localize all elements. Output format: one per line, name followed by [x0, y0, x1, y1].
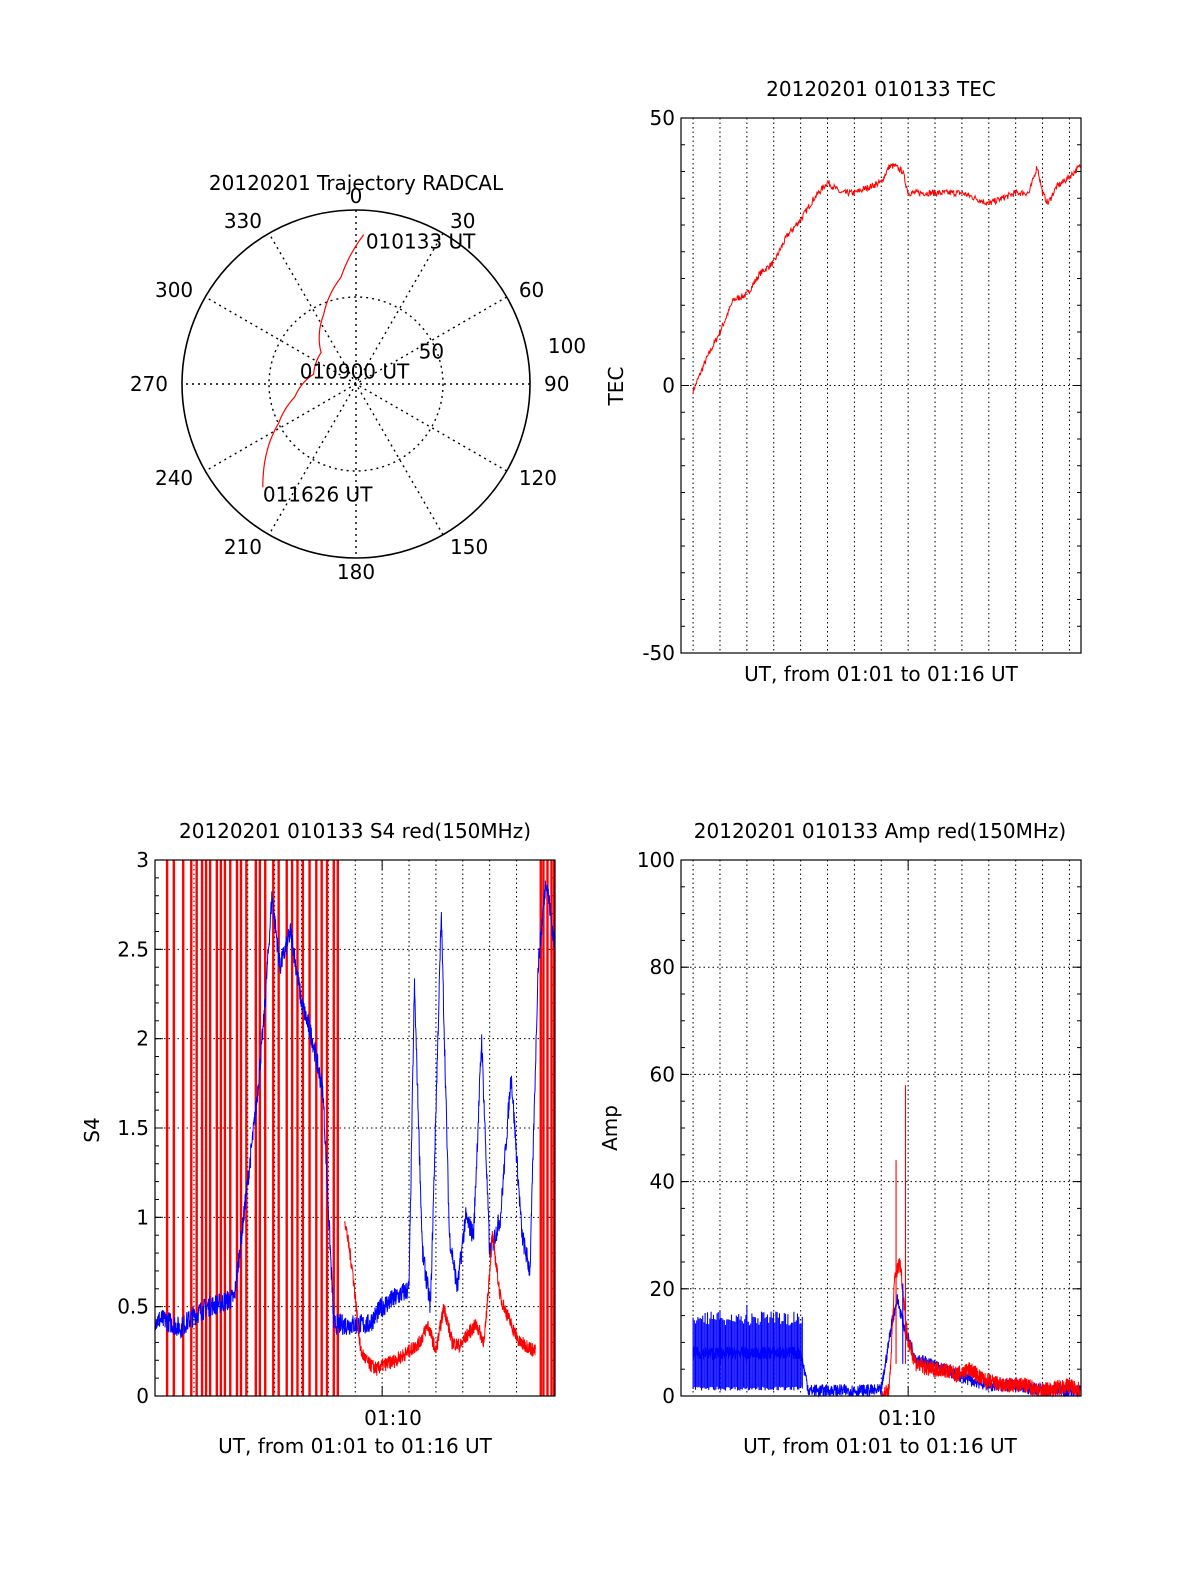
tec-series-line — [692, 162, 1081, 395]
tec-chart: 20120201 010133 TEC UT, from 01:01 to 01… — [604, 77, 1082, 686]
polar-spoke-150 — [268, 232, 444, 536]
polar-angle-label-330: 330 — [224, 209, 262, 233]
ytick-label-2: 1 — [136, 1205, 149, 1229]
ytick-label-0: 0 — [662, 1384, 675, 1408]
ytick-label-1: 0 — [662, 374, 675, 398]
polar-time-label-1: 010900 UT — [300, 360, 410, 384]
polar-angle-label-150: 150 — [450, 535, 488, 559]
ytick-label-0: -50 — [642, 641, 675, 665]
ytick-label-5: 100 — [637, 848, 675, 872]
s4-chart: 20120201 010133 S4 red(150MHz) UT, from … — [80, 819, 556, 1458]
amp-ylabel: Amp — [598, 1105, 622, 1151]
polar-angle-label-30: 30 — [450, 209, 475, 233]
polar-angle-label-0: 0 — [350, 184, 363, 208]
amp-blue-series-line — [692, 1294, 1081, 1398]
s4-ylabel: S4 — [80, 1117, 104, 1142]
polar-angle-label-90: 90 — [544, 372, 569, 396]
tec-plot-frame — [680, 117, 1082, 654]
ytick-label-4: 2 — [136, 1027, 149, 1051]
ytick-label-3: 60 — [650, 1062, 675, 1086]
ytick-label-2: 50 — [650, 106, 675, 130]
s4-title: 20120201 010133 S4 red(150MHz) — [179, 819, 531, 843]
polar-time-label-2: 011626 UT — [263, 482, 373, 506]
polar-title: 20120201 Trajectory RADCAL — [209, 171, 504, 195]
ytick-label-4: 80 — [650, 955, 675, 979]
s4-xlabel: UT, from 01:01 to 01:16 UT — [218, 1434, 493, 1458]
tec-ylabel: TEC — [604, 367, 628, 407]
polar-angle-label-120: 120 — [519, 466, 557, 490]
amp-title: 20120201 010133 Amp red(150MHz) — [694, 819, 1066, 843]
polar-outer-circle — [181, 209, 531, 559]
polar-angle-label-270: 270 — [130, 372, 168, 396]
ytick-label-1: 0.5 — [117, 1295, 149, 1319]
amp-xlabel: UT, from 01:01 to 01:16 UT — [743, 1434, 1018, 1458]
polar-trajectory-line — [262, 234, 365, 488]
ytick-label-2: 40 — [650, 1170, 675, 1194]
polar-angle-label-300: 300 — [155, 278, 193, 302]
amp-xtick-label: 01:10 — [878, 1406, 936, 1430]
amp-chart: 20120201 010133 Amp red(150MHz) UT, from… — [598, 819, 1082, 1458]
ytick-label-1: 20 — [650, 1277, 675, 1301]
ytick-label-0: 0 — [136, 1384, 149, 1408]
ytick-label-5: 2.5 — [117, 937, 149, 961]
trajectory-polar-chart: 20120201 Trajectory RADCAL 0 30 60 90 120 150… — [130, 171, 586, 584]
polar-angle-label-210: 210 — [224, 535, 262, 559]
polar-angle-label-180: 180 — [337, 560, 375, 584]
s4-blue-series-line — [154, 880, 556, 1339]
amp-plot-frame — [680, 859, 1082, 1397]
s4-xtick-label: 01:10 — [364, 1406, 422, 1430]
ytick-label-6: 3 — [136, 848, 149, 872]
amp-red-series-line — [881, 1258, 1081, 1398]
tec-xlabel: UT, from 01:01 to 01:16 UT — [744, 662, 1019, 686]
tec-title: 20120201 010133 TEC — [766, 77, 996, 101]
polar-radius-label-100: 100 — [548, 334, 586, 358]
s4-red-series-line — [344, 1221, 536, 1376]
polar-angle-label-60: 60 — [519, 278, 544, 302]
ytick-label-3: 1.5 — [117, 1116, 149, 1140]
polar-time-label-0: 010133 UT — [366, 230, 476, 254]
s4-plot-frame — [154, 859, 556, 1397]
polar-radius-label-50: 50 — [419, 339, 444, 363]
polar-ring-50 — [268, 296, 444, 472]
polar-angle-label-240: 240 — [155, 466, 193, 490]
